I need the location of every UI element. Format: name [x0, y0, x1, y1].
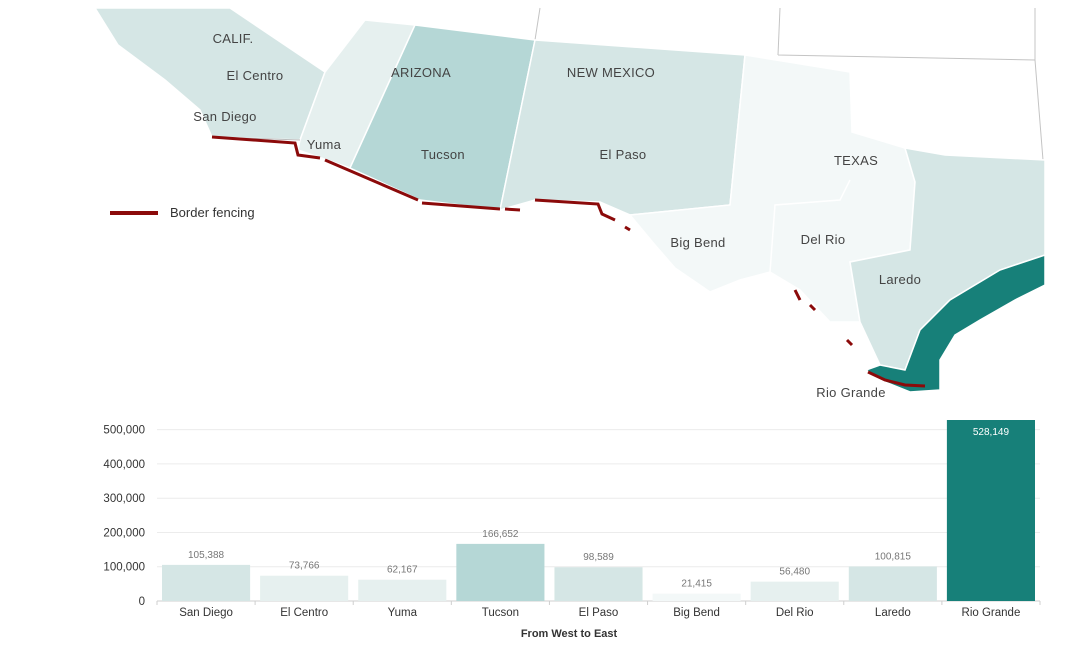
bar-san-diego: [162, 564, 251, 601]
y-tick-label: 400,000: [103, 459, 145, 471]
data-label: 62,167: [387, 565, 418, 576]
x-tick-label: Yuma: [388, 607, 418, 619]
data-label: 100,815: [875, 551, 912, 562]
y-tick-label: 300,000: [103, 493, 145, 505]
data-label: 56,480: [779, 567, 810, 578]
bar-big-bend: [652, 593, 741, 601]
x-tick-label: Rio Grande: [962, 607, 1021, 619]
y-tick-label: 0: [139, 596, 145, 608]
label-el-centro: El Centro: [227, 68, 284, 83]
y-tick-label: 100,000: [103, 562, 145, 574]
bar-el-paso: [554, 567, 643, 601]
bars: 105,388 73,766 62,167 166,652 98,589 21,415 56…: [162, 420, 1035, 601]
bar-laredo: [848, 566, 937, 601]
bar-yuma: [358, 579, 447, 601]
bar-del-rio: [750, 581, 839, 601]
label-tucson: Tucson: [421, 147, 465, 162]
label-arizona: ARIZONA: [391, 65, 451, 80]
y-tick-label: 500,000: [103, 425, 145, 437]
y-tick-label: 200,000: [103, 527, 145, 539]
x-tick-label: Tucson: [482, 607, 519, 619]
legend-label: Border fencing: [170, 205, 255, 220]
label-texas: TEXAS: [834, 153, 878, 168]
y-axis: 0 100,000 200,000 300,000 400,000 500,000: [103, 425, 145, 608]
label-laredo: Laredo: [879, 272, 921, 287]
big-bend-del-rio-boundary: [769, 179, 851, 273]
data-label: 21,415: [681, 579, 712, 590]
border-fencing-lines: [211, 135, 926, 388]
label-rio-grande: Rio Grande: [816, 385, 885, 400]
gridlines: [157, 429, 1040, 602]
bar-el-centro: [260, 575, 349, 601]
x-tick-label: Del Rio: [776, 607, 814, 619]
bar-tucson: [456, 543, 545, 601]
data-label: 166,652: [482, 529, 519, 540]
bar-rio-grande: [946, 420, 1035, 601]
region-texas: [628, 54, 916, 323]
label-del-rio: Del Rio: [801, 232, 846, 247]
border-map: Border fencing CALIF. El Centro San Dieg…: [93, 7, 1046, 400]
x-tick-label: El Paso: [579, 607, 619, 619]
region-rio-grande: [864, 253, 1046, 393]
x-axis-title: From West to East: [521, 628, 618, 640]
x-tick-label: Laredo: [875, 607, 911, 619]
x-tick-label: San Diego: [179, 607, 233, 619]
label-yuma: Yuma: [307, 137, 342, 152]
data-label: 105,388: [188, 550, 225, 561]
label-big-bend: Big Bend: [670, 235, 725, 250]
northern-state-lines: [534, 7, 1044, 161]
x-axis: San Diego El Centro Yuma Tucson El Paso Big B…: [156, 601, 1041, 619]
label-new-mexico: NEW MEXICO: [567, 65, 655, 80]
label-calif: CALIF.: [213, 31, 254, 46]
label-san-diego: San Diego: [193, 109, 256, 124]
x-tick-label: El Centro: [280, 607, 328, 619]
x-tick-label: Big Bend: [673, 607, 720, 619]
label-el-paso: El Paso: [600, 147, 647, 162]
data-label: 73,766: [289, 561, 320, 572]
data-label: 528,149: [973, 427, 1010, 438]
data-label: 98,589: [583, 552, 614, 563]
